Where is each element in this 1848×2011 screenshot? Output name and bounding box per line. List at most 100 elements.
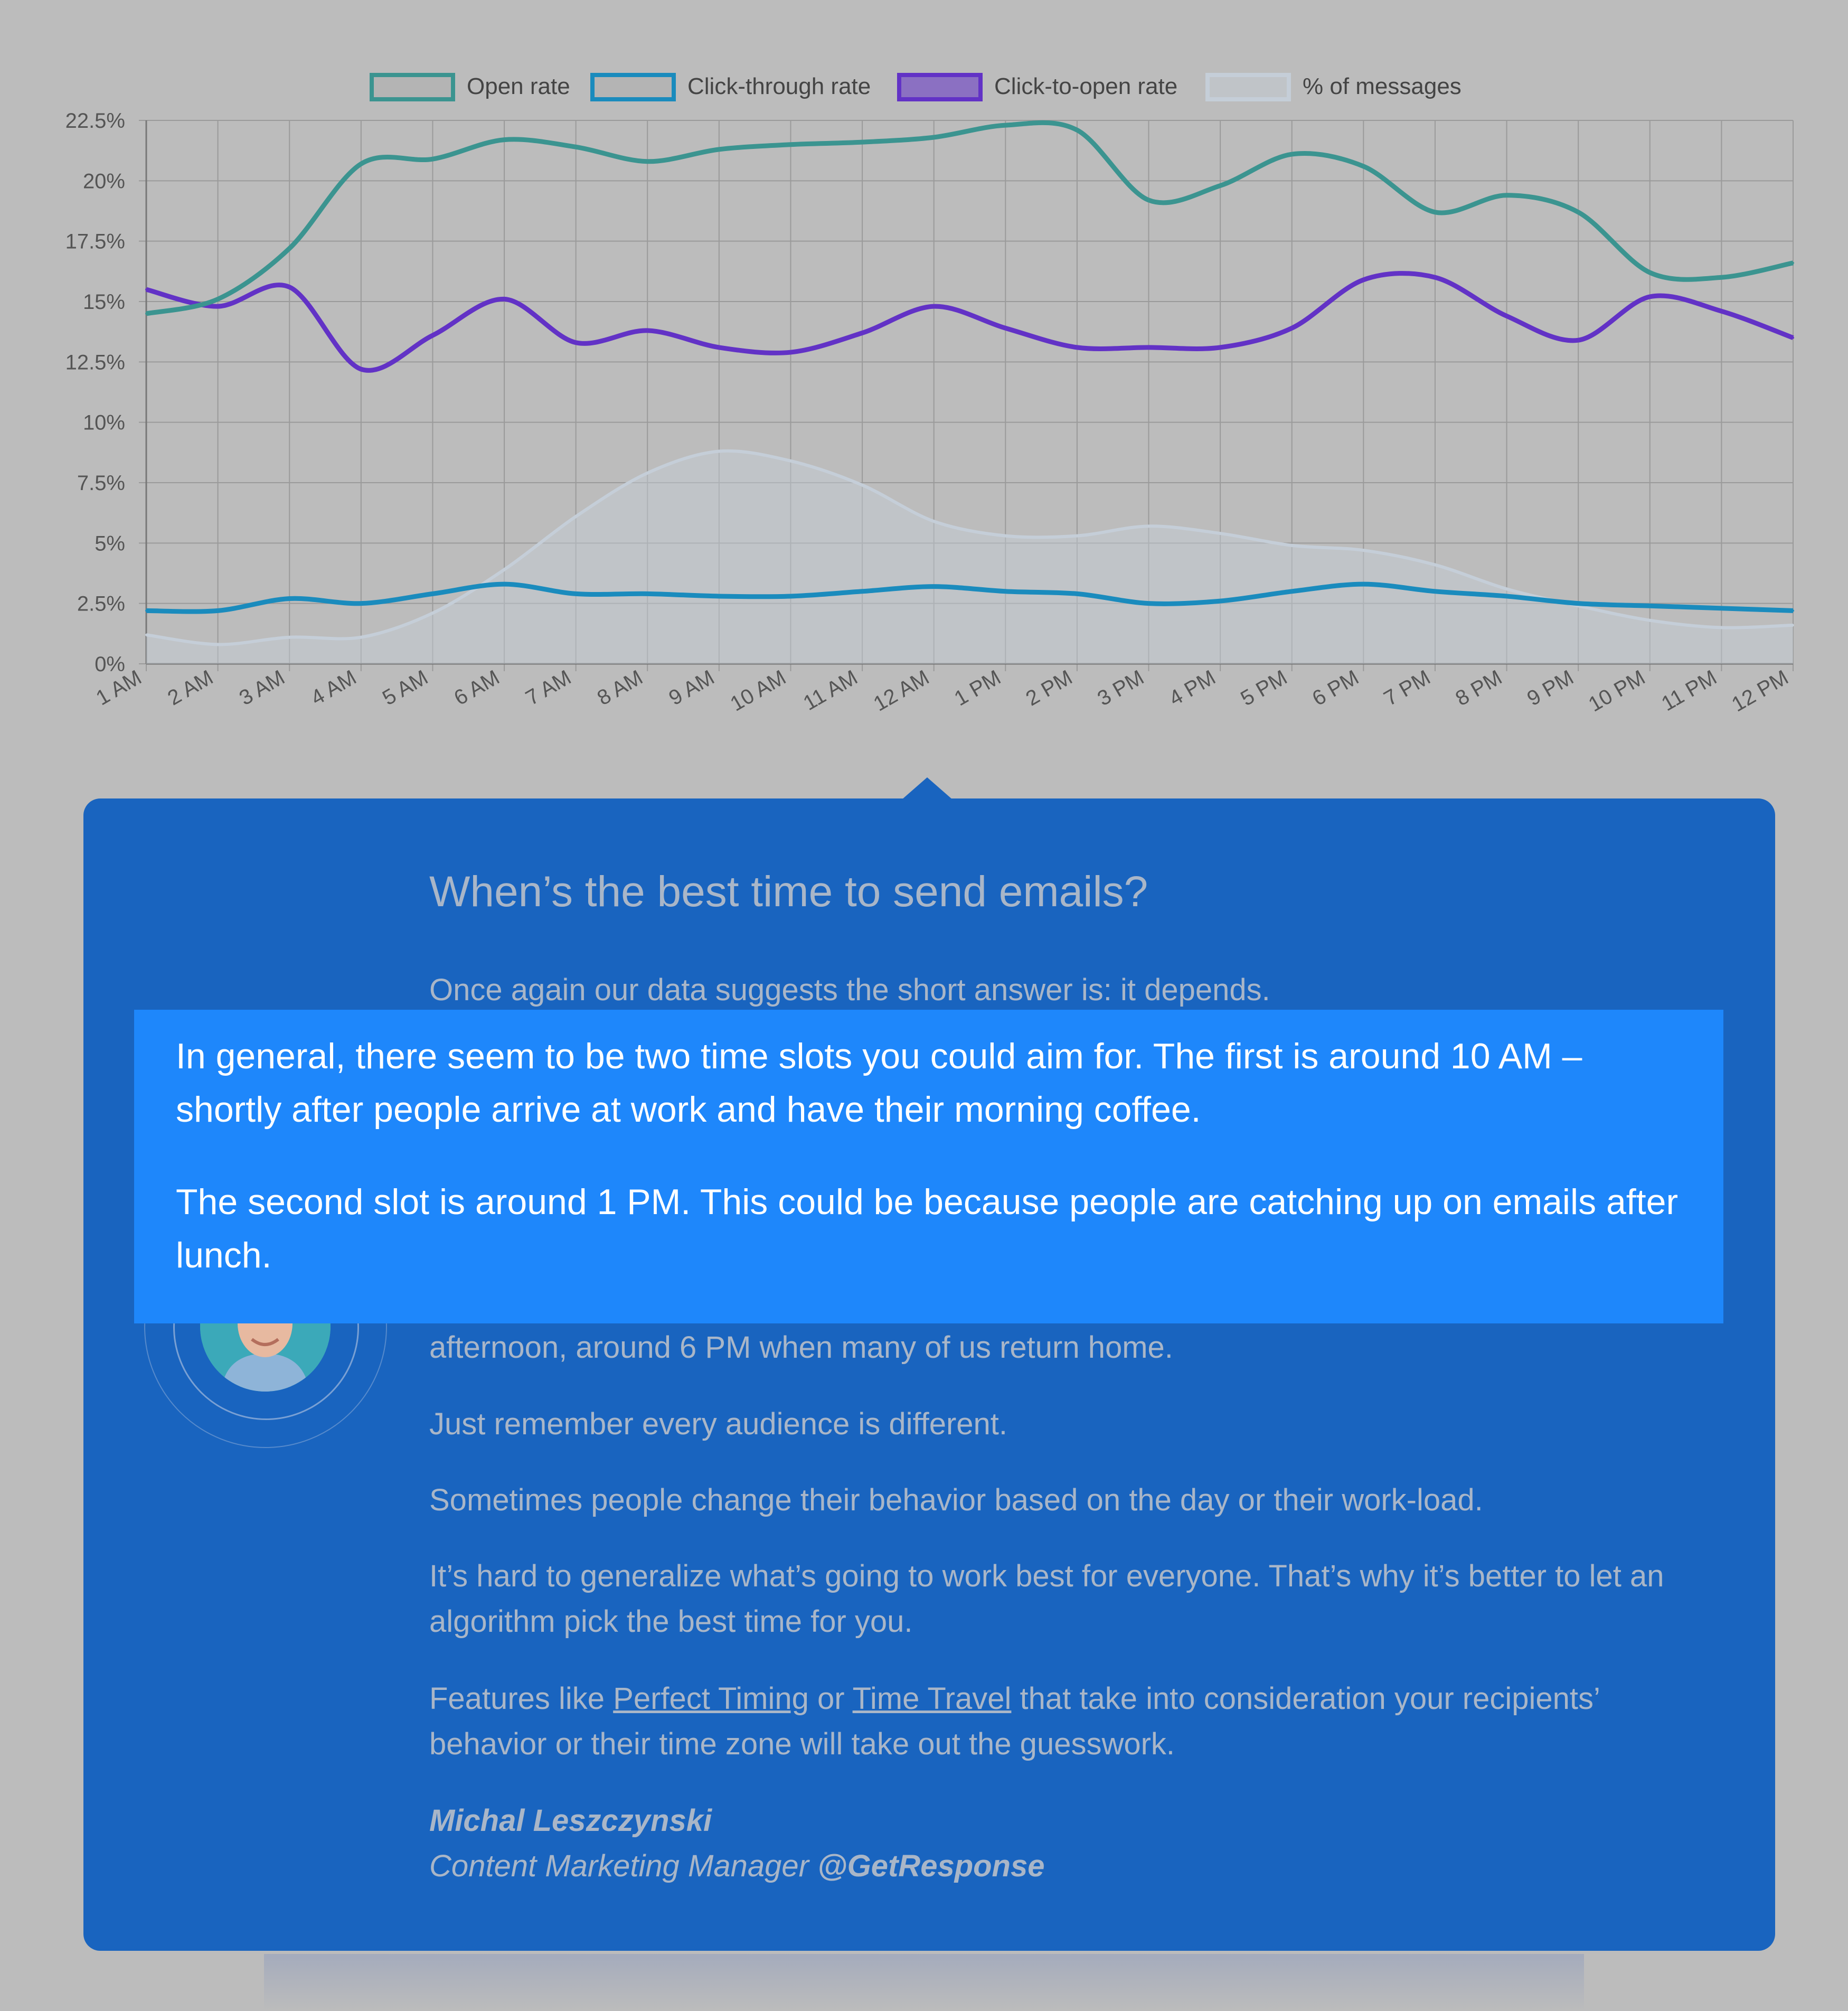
open-rate-point — [1290, 153, 1293, 156]
of-messages-point — [789, 459, 792, 462]
of-messages-point — [1147, 525, 1150, 528]
features-paragraph: Features like Perfect Timing or Time Tra… — [429, 1676, 1696, 1767]
click-through-rate-point — [1720, 607, 1723, 609]
x-tick-label: 5 AM — [379, 666, 432, 710]
x-tick-label: 12 PM — [1728, 666, 1792, 717]
author-handle: @GetResponse — [817, 1849, 1045, 1883]
y-tick-label: 20% — [83, 170, 125, 193]
click-to-open-rate-point — [932, 305, 935, 308]
legend-label: Click-through rate — [687, 73, 871, 99]
y-tick-label: 22.5% — [65, 109, 125, 133]
click-through-rate-point — [1577, 602, 1580, 605]
perfect-timing-link[interactable]: Perfect Timing — [613, 1681, 809, 1716]
x-tick-label: 2 AM — [164, 666, 217, 710]
x-tick-label: 7 PM — [1380, 666, 1435, 711]
x-tick-label: 6 PM — [1308, 666, 1363, 711]
click-to-open-rate-point — [1219, 346, 1222, 349]
chart-series — [145, 120, 1794, 664]
y-tick-label: 0% — [95, 653, 125, 676]
click-through-rate-point — [1362, 583, 1365, 586]
of-messages-point — [861, 484, 864, 486]
of-messages-point — [145, 634, 147, 636]
open-rate-line — [146, 120, 1794, 316]
of-messages-point — [932, 520, 935, 523]
open-rate-point — [1004, 124, 1007, 127]
click-through-rate-point — [1147, 602, 1150, 605]
click-through-rate-point — [1505, 595, 1508, 597]
x-tick-label: 9 PM — [1523, 666, 1578, 711]
open-rate-point — [216, 298, 219, 300]
click-through-rate-point — [360, 602, 362, 605]
open-rate-point — [1505, 194, 1508, 196]
of-messages-point — [288, 636, 291, 638]
x-tick-label: 3 PM — [1093, 666, 1148, 711]
afternoon-paragraph: afternoon, around 6 PM when many of us r… — [429, 1330, 1173, 1365]
click-through-rate-point — [1434, 590, 1436, 593]
open-rate-point — [574, 146, 577, 148]
open-rate-point — [1219, 184, 1222, 187]
open-rate-point — [360, 163, 362, 165]
open-rate-point — [288, 247, 291, 250]
click-to-open-rate-point — [789, 351, 792, 354]
click-to-open-rate-point — [1577, 339, 1580, 342]
author-name: Michal Leszczynski — [429, 1803, 712, 1838]
highlight-paragraph-1: In general, there seem to be two time sl… — [176, 1036, 1582, 1130]
click-to-open-rate-line — [145, 271, 1794, 373]
click-through-rate-point — [574, 593, 577, 595]
click-to-open-rate-point — [1505, 315, 1508, 317]
click-through-rate-point — [1290, 590, 1293, 593]
open-rate-point — [718, 148, 720, 151]
open-rate-point — [1434, 211, 1436, 213]
highlight-box: In general, there seem to be two time sl… — [134, 1010, 1723, 1323]
of-messages-point — [718, 450, 720, 453]
open-rate-point — [145, 312, 147, 315]
legend-swatch — [1205, 73, 1291, 101]
of-messages-point — [1219, 532, 1222, 535]
x-tick-label: 7 AM — [522, 666, 575, 710]
click-to-open-rate-point — [1720, 310, 1723, 313]
y-tick-label: 15% — [83, 290, 125, 314]
click-through-rate-point — [1076, 593, 1078, 595]
click-through-rate-point — [1792, 609, 1794, 612]
y-tick-label: 7.5% — [77, 472, 125, 495]
x-tick-label: 8 AM — [593, 666, 647, 710]
open-rate-point — [789, 143, 792, 146]
of-messages-line — [146, 449, 1794, 646]
of-messages-point — [1720, 626, 1723, 629]
of-messages-area — [146, 450, 1793, 664]
of-messages-point — [1290, 544, 1293, 547]
open-rate-point — [1577, 211, 1580, 213]
click-to-open-rate-point — [503, 298, 506, 300]
time-travel-link[interactable]: Time Travel — [852, 1681, 1012, 1716]
open-rate-point — [431, 158, 434, 161]
of-messages-point — [1076, 534, 1078, 537]
click-to-open-rate-point — [861, 332, 864, 334]
chart-legend: Open rate Click-through rate Click-to-open… — [370, 73, 1462, 101]
x-tick-label: 4 AM — [307, 666, 360, 710]
x-tick-label: 10 AM — [727, 666, 790, 716]
click-to-open-rate-point — [1076, 346, 1078, 349]
click-through-rate-point — [431, 593, 434, 595]
x-tick-label: 8 PM — [1451, 666, 1506, 711]
legend-swatch — [897, 73, 983, 101]
click-through-rate-point — [646, 593, 649, 595]
x-tick-label: 10 PM — [1585, 666, 1649, 717]
click-through-rate-point — [503, 583, 506, 586]
highlight-paragraph-2: The second slot is around 1 PM. This cou… — [176, 1182, 1679, 1275]
of-messages-point — [1505, 588, 1508, 590]
behavior-paragraph: Sometimes people change their behavior b… — [429, 1483, 1483, 1517]
open-rate-point — [1792, 261, 1794, 264]
click-through-rate-line — [146, 581, 1794, 614]
of-messages-point — [646, 472, 649, 474]
x-tick-label: 2 PM — [1022, 666, 1077, 711]
click-through-rate-point — [216, 609, 219, 612]
x-tick-label: 4 PM — [1165, 666, 1220, 711]
click-to-open-rate-point — [646, 329, 649, 332]
of-messages-point — [216, 643, 219, 646]
click-to-open-rate-point — [288, 286, 291, 288]
open-rate-point — [1362, 165, 1365, 167]
of-messages-point — [1362, 549, 1365, 552]
click-to-open-rate-point — [1648, 295, 1651, 298]
click-through-rate-point — [789, 595, 792, 597]
x-tick-label: 11 AM — [799, 666, 862, 715]
